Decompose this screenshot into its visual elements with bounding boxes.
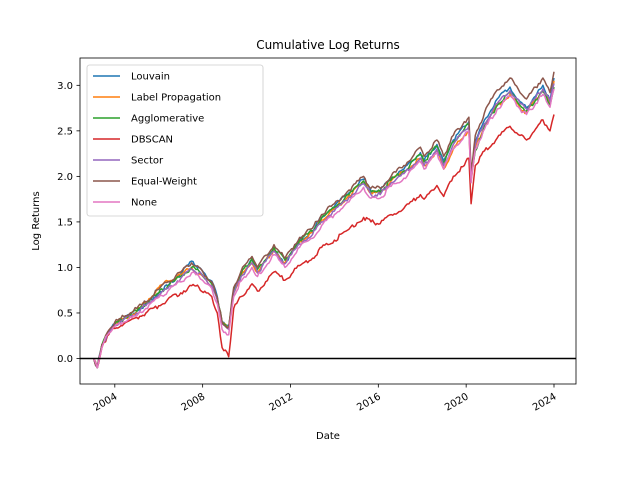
legend-label: Equal-Weight [131,177,197,188]
x-axis-title: Date [316,431,340,442]
legend-label: None [131,198,157,209]
chart-title: Cumulative Log Returns [256,38,400,52]
y-axis: 0.0 0.5 1.0 1.5 2.0 2.5 3.0 [57,81,80,365]
legend: Louvain Label Propagation Agglomerative DBS… [86,64,264,217]
legend-label: DBSCAN [131,135,173,146]
legend-frame [86,64,264,217]
plot-frame [79,57,577,385]
legend-label: Louvain [131,72,170,83]
y-axis-title: Log Returns [31,191,42,250]
series-line-equal-weight [92,71,555,369]
y-tick-label: 1.5 [57,217,73,228]
y-tick-label: 3.0 [57,81,73,92]
series-line-none [93,88,555,369]
legend-label: Sector [131,156,164,167]
legend-label: Agglomerative [131,114,204,125]
legend-label: Label Propagation [131,93,221,104]
series-line-sector [92,83,555,369]
series-layer [92,71,555,369]
y-tick-label: 0.0 [57,354,73,365]
y-tick-label: 2.0 [57,172,73,183]
y-tick-label: 2.5 [57,126,73,137]
y-tick-label: 0.5 [57,308,73,319]
series-line-dbscan [93,114,555,369]
y-tick-label: 1.0 [57,263,73,274]
